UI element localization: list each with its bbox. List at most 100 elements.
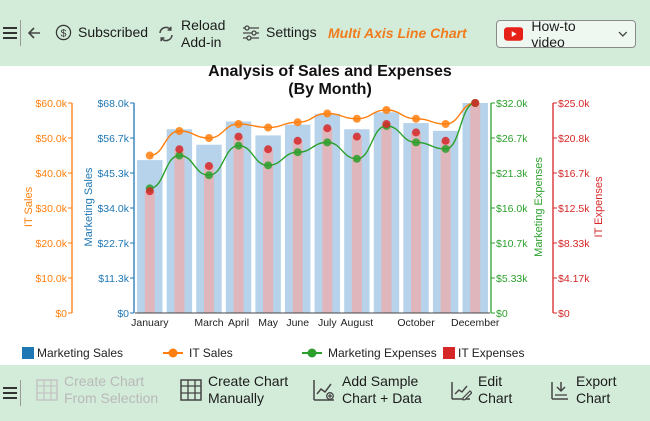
chart-subtitle: (By Month)	[288, 81, 372, 98]
point-it-sales	[382, 106, 391, 114]
point-marketing-expenses	[204, 171, 213, 180]
reload-addin-button[interactable]: Reload Add-in	[157, 17, 225, 51]
bottom-toolbar: Create Chart From Selection Create Chart…	[0, 365, 650, 421]
axis-tick-label-marketing_sales: $56.7k	[97, 133, 129, 145]
point-it-expenses	[323, 124, 332, 133]
axis-title-it_sales: IT Sales	[23, 186, 35, 227]
settings-button[interactable]: Settings	[242, 24, 317, 41]
legend-label-it-expenses: IT Expenses	[458, 346, 524, 360]
create-chart-from-selection-button[interactable]: Create Chart From Selection	[36, 373, 158, 407]
edit-chart-label: Edit Chart	[478, 373, 513, 406]
top-toolbar: $ Subscribed Reload Add-in Settings Mult…	[0, 0, 650, 66]
x-tick-label: August	[341, 317, 374, 329]
bar-it-expenses	[322, 128, 333, 313]
bar-it-expenses	[263, 149, 274, 313]
howto-video-label: How-to video	[531, 18, 576, 50]
axis-tick-label-marketing_sales: $0	[117, 308, 129, 320]
point-it-sales	[352, 114, 361, 123]
bar-it-expenses	[411, 132, 422, 313]
point-it-sales	[323, 109, 332, 118]
point-it-sales	[234, 120, 243, 128]
axis-tick-label-it_expenses: $8.33k	[558, 238, 590, 250]
axis-tick-label-it_sales: $50.0k	[35, 133, 67, 145]
axis-tick-label-marketing_expenses: $21.3k	[496, 168, 528, 180]
axis-tick-label-it_sales: $0	[55, 308, 67, 320]
point-it-sales	[175, 127, 184, 135]
bar-it-expenses	[174, 149, 185, 313]
legend-label-it-sales: IT Sales	[189, 346, 233, 360]
point-it-expenses	[471, 99, 480, 107]
dollar-circle-icon: $	[55, 24, 72, 41]
x-tick-label: May	[258, 317, 279, 329]
x-tick-label: January	[131, 317, 169, 329]
bar-it-expenses	[381, 124, 392, 313]
toolbar-divider	[20, 20, 21, 46]
app-title: Multi Axis Line Chart	[328, 25, 467, 41]
export-chart-button[interactable]: Export Chart	[550, 373, 616, 407]
subscribed-label: Subscribed	[78, 24, 149, 40]
youtube-icon	[504, 27, 524, 41]
add-sample-chart-label: Add Sample Chart + Data	[342, 373, 422, 406]
axis-tick-label-it_sales: $30.0k	[35, 203, 67, 215]
edit-chart-button[interactable]: Edit Chart	[450, 373, 512, 407]
point-marketing-expenses	[441, 144, 450, 153]
x-tick-label: June	[286, 317, 309, 329]
table-grid-icon	[36, 379, 58, 401]
create-chart-from-selection-label: Create Chart From Selection	[64, 373, 159, 406]
legend-marker-it-sales	[168, 348, 178, 358]
axis-title-marketing_sales: Marketing Sales	[83, 167, 95, 246]
hamburger-icon[interactable]	[3, 27, 17, 39]
bar-it-expenses	[440, 140, 451, 313]
x-tick-label: October	[397, 317, 435, 329]
add-sample-chart-button[interactable]: Add Sample Chart + Data	[312, 373, 422, 407]
point-marketing-expenses	[234, 141, 243, 150]
bar-it-expenses	[292, 140, 303, 313]
toolbar-divider	[20, 380, 21, 406]
point-marketing-expenses	[323, 138, 332, 147]
point-it-sales	[264, 123, 273, 132]
axis-tick-label-it_expenses: $20.8k	[558, 133, 590, 145]
bar-it-expenses	[233, 136, 244, 313]
export-chart-label: Export Chart	[576, 373, 617, 406]
sliders-icon	[243, 24, 259, 41]
multi-axis-chart: Analysis of Sales and Expenses(By Month)…	[22, 63, 605, 360]
axis-title-it_expenses: IT Expenses	[593, 176, 605, 237]
bar-it-expenses	[351, 136, 362, 313]
hamburger-icon[interactable]	[3, 387, 17, 399]
legend-label-marketing-sales: Marketing Sales	[37, 346, 123, 360]
point-marketing-expenses	[412, 138, 421, 147]
arrow-left-icon[interactable]	[27, 26, 41, 40]
create-chart-manually-button[interactable]: Create Chart Manually	[180, 373, 288, 407]
bar-it-expenses	[470, 103, 481, 313]
axis-tick-label-marketing_expenses: $32.0k	[496, 98, 528, 110]
x-tick-label: December	[451, 317, 500, 329]
axis-tick-label-marketing_expenses: $5.33k	[496, 273, 528, 285]
axis-tick-label-marketing_sales: $34.0k	[97, 203, 129, 215]
point-marketing-expenses	[175, 151, 184, 160]
point-marketing-expenses	[293, 148, 302, 157]
point-it-expenses	[412, 128, 421, 137]
point-it-sales	[441, 120, 450, 128]
point-it-expenses	[145, 187, 154, 196]
axis-tick-label-marketing_expenses: $26.7k	[496, 133, 528, 145]
x-tick-label: April	[228, 317, 249, 329]
bar-it-expenses	[203, 166, 214, 313]
point-it-expenses	[264, 145, 273, 154]
table-grid-icon	[180, 379, 202, 401]
point-it-expenses	[293, 136, 302, 145]
axis-tick-label-it_expenses: $4.17k	[558, 273, 590, 285]
point-it-sales	[412, 114, 421, 123]
legend-swatch-it-expenses	[443, 347, 455, 359]
point-it-expenses	[175, 145, 184, 154]
chart-title: Analysis of Sales and Expenses	[208, 63, 452, 80]
export-chart-icon	[551, 382, 568, 400]
create-chart-manually-label: Create Chart Manually	[208, 373, 289, 406]
sample-chart-icon	[313, 380, 334, 401]
bar-it-expenses	[144, 191, 155, 313]
point-it-expenses	[382, 120, 391, 128]
axis-tick-label-marketing_expenses: $16.0k	[496, 203, 528, 215]
subscribed-button[interactable]: $ Subscribed	[55, 24, 148, 41]
howto-video-select[interactable]: How-to video	[496, 18, 636, 50]
x-tick-label: March	[194, 317, 223, 329]
axis-tick-label-it_sales: $20.0k	[35, 238, 67, 250]
